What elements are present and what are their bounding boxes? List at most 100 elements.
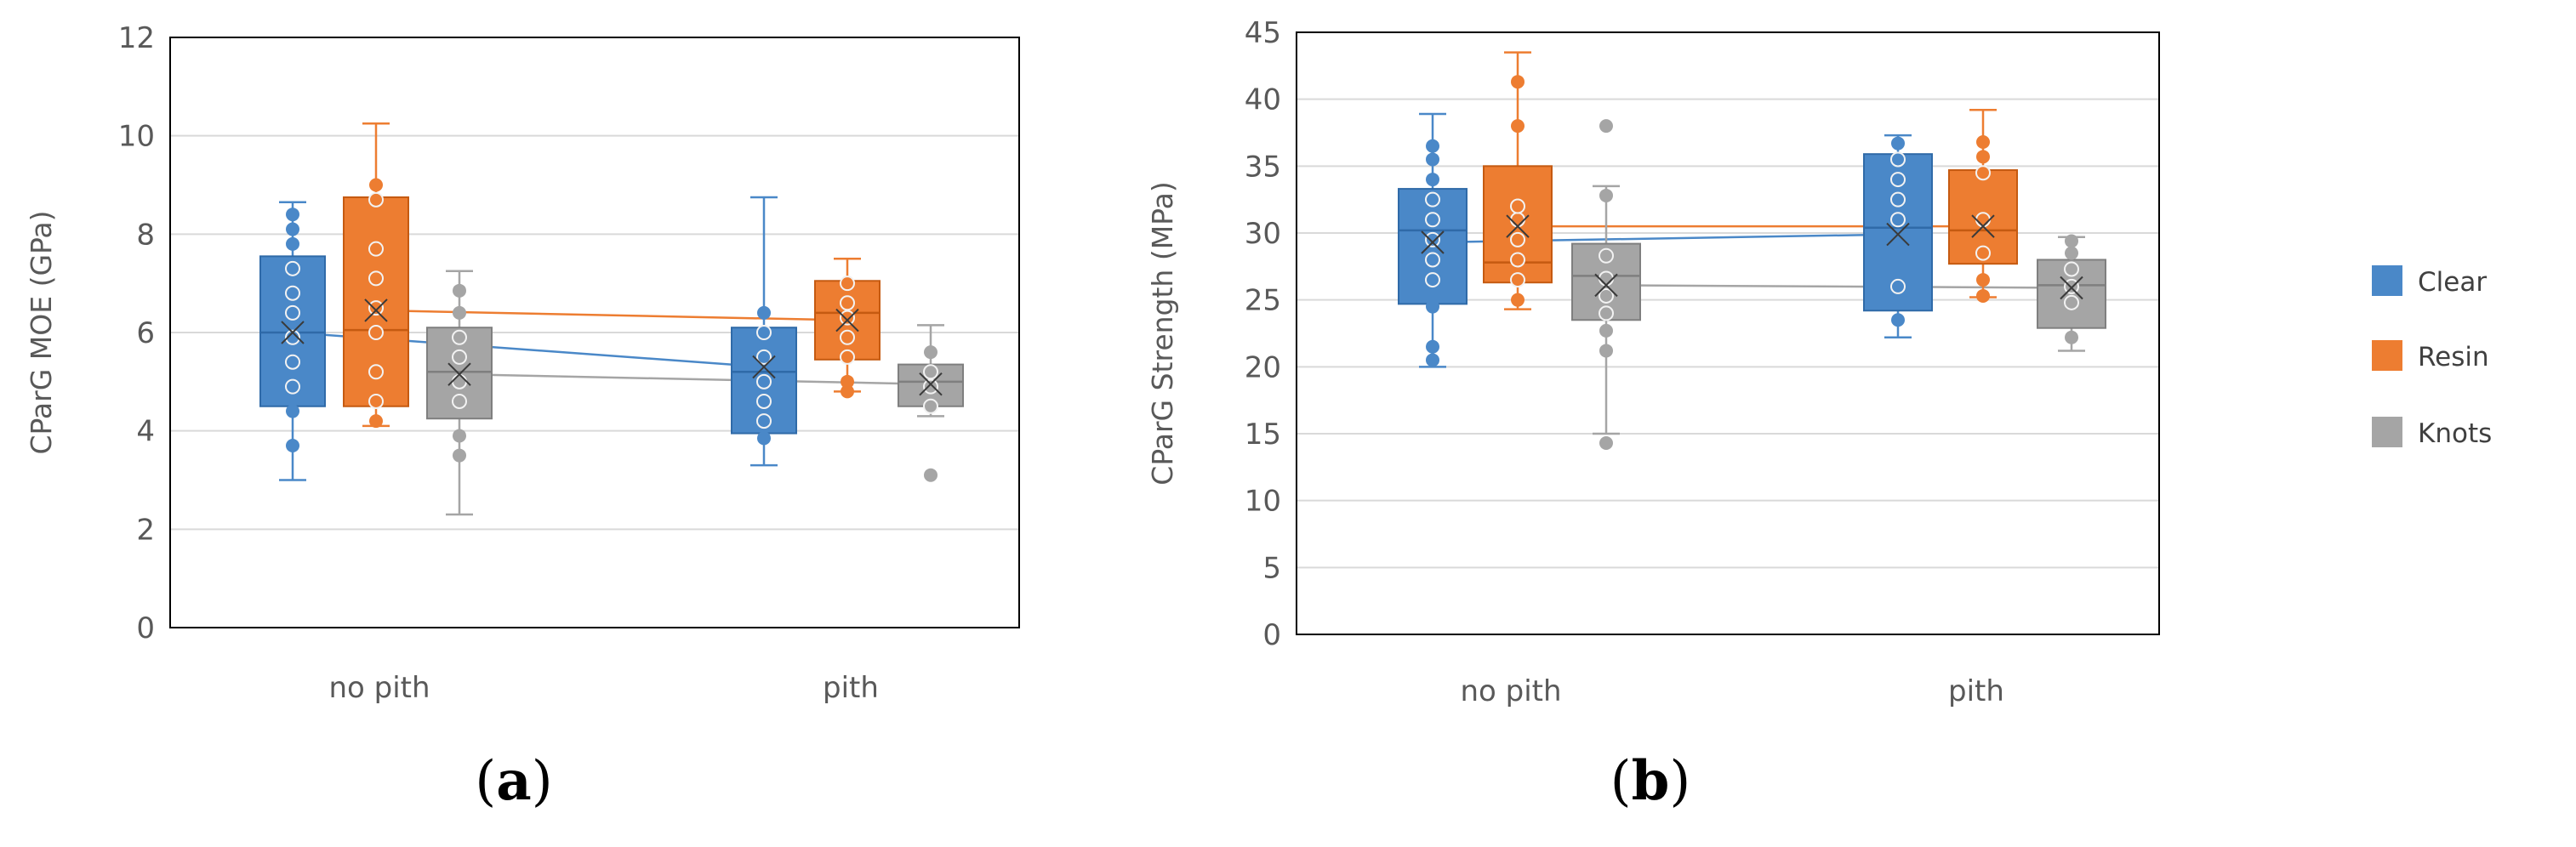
panel-a-y-tick-labels: 0 2 4 6 8 10 12 (118, 21, 155, 645)
data-point (757, 431, 771, 446)
data-point (2065, 246, 2078, 260)
data-point (756, 413, 772, 429)
data-point (1510, 198, 1525, 214)
mean-marker (1421, 230, 1445, 254)
data-point (1510, 231, 1525, 247)
data-point (286, 236, 299, 251)
panel-label-a: (a) (475, 749, 552, 813)
x-tick-label: no pith (1460, 674, 1561, 708)
mean-connector-knots (459, 372, 932, 385)
data-point (1890, 151, 1906, 168)
mean-marker (2060, 276, 2083, 300)
mean-connector-resin (375, 309, 848, 321)
data-point (368, 191, 384, 207)
data-point (1426, 173, 1439, 187)
x-tick-label: pith (1948, 674, 2004, 708)
data-point (1426, 139, 1439, 153)
y-tick-label: 8 (136, 218, 155, 252)
y-tick-label: 10 (118, 120, 155, 154)
mean-marker (835, 308, 859, 333)
data-point (1975, 245, 1991, 261)
box-clear-1 (1863, 134, 1933, 338)
data-point (369, 414, 383, 429)
x-tick-label: no pith (328, 671, 430, 705)
data-point (1599, 305, 1614, 321)
data-point (1599, 119, 1613, 134)
data-point (1976, 150, 1990, 164)
legend-label-resin: Resin (2418, 342, 2489, 372)
box-knots-0 (1571, 119, 1641, 451)
data-point (1510, 272, 1525, 288)
panel-a-plot-area (169, 37, 1020, 628)
panel-b-boxes (1398, 51, 2106, 451)
data-point (1891, 136, 1905, 151)
panel-b-plot-area (1296, 31, 2160, 635)
y-tick-label: 20 (1245, 350, 1281, 384)
data-point (1599, 270, 1614, 287)
data-point (453, 429, 466, 443)
panel-label-a-letter: a (496, 749, 531, 813)
data-point (368, 364, 384, 380)
data-point (1425, 212, 1440, 228)
data-point (923, 364, 938, 380)
mean-marker (364, 298, 388, 322)
data-point (1599, 436, 1613, 451)
y-tick-label: 12 (118, 21, 155, 55)
x-tick-label: pith (823, 671, 879, 705)
data-point (1599, 247, 1614, 264)
data-point (1976, 273, 1990, 287)
data-point (453, 283, 466, 298)
data-point (286, 404, 299, 418)
data-point (924, 345, 938, 360)
data-point (285, 354, 300, 370)
data-point (2065, 234, 2078, 248)
data-point (285, 260, 300, 276)
legend-swatch-clear (2372, 265, 2402, 296)
data-point (368, 393, 384, 409)
mean-marker (1594, 273, 1618, 298)
panel-a-y-axis-title: CParG MOE (GPa) (25, 210, 58, 454)
data-point (368, 300, 384, 316)
box-resin-1 (1948, 109, 2018, 303)
data-point (840, 295, 855, 311)
panel-b-x-tick-labels: no pith pith (1460, 674, 2004, 708)
data-point (1975, 212, 1991, 228)
data-point (1426, 339, 1439, 354)
legend-label-clear: Clear (2418, 267, 2487, 298)
y-tick-label: 0 (1262, 618, 1281, 652)
data-point (923, 398, 938, 414)
mean-marker (1971, 214, 1995, 238)
data-point (756, 349, 772, 365)
legend: Clear Resin Knots (2372, 265, 2492, 449)
data-point (453, 305, 466, 320)
data-point (1976, 135, 1990, 150)
mean-marker (447, 362, 471, 386)
data-point (1975, 165, 1991, 181)
panel-label-a-open: ( (475, 750, 496, 813)
data-point (841, 374, 854, 389)
y-tick-label: 5 (1262, 551, 1281, 585)
y-tick-label: 25 (1245, 284, 1281, 318)
data-point (286, 207, 299, 222)
data-point (1426, 353, 1439, 367)
y-tick-label: 6 (136, 316, 155, 350)
panel-b-y-tick-labels: 0 5 10 15 20 25 30 35 40 45 (1245, 16, 1281, 652)
y-tick-label: 4 (136, 415, 155, 449)
data-point (1426, 299, 1439, 314)
mean-marker (281, 321, 305, 344)
data-point (1891, 313, 1905, 327)
data-point (1511, 293, 1525, 307)
data-point (1890, 278, 1906, 294)
y-tick-label: 2 (136, 513, 155, 547)
panel-label-b-close: ) (1669, 750, 1690, 813)
data-point (1425, 191, 1440, 207)
data-point (286, 222, 299, 236)
data-point (840, 310, 855, 326)
data-point (841, 384, 854, 399)
panel-b-chart: 0 5 10 15 20 25 30 35 40 45 no pith pith CParG Str… (1146, 16, 2160, 708)
data-point (452, 329, 467, 345)
data-point (453, 448, 466, 463)
y-tick-label: 0 (136, 611, 155, 645)
data-point (1599, 323, 1613, 338)
data-point (1599, 188, 1613, 202)
